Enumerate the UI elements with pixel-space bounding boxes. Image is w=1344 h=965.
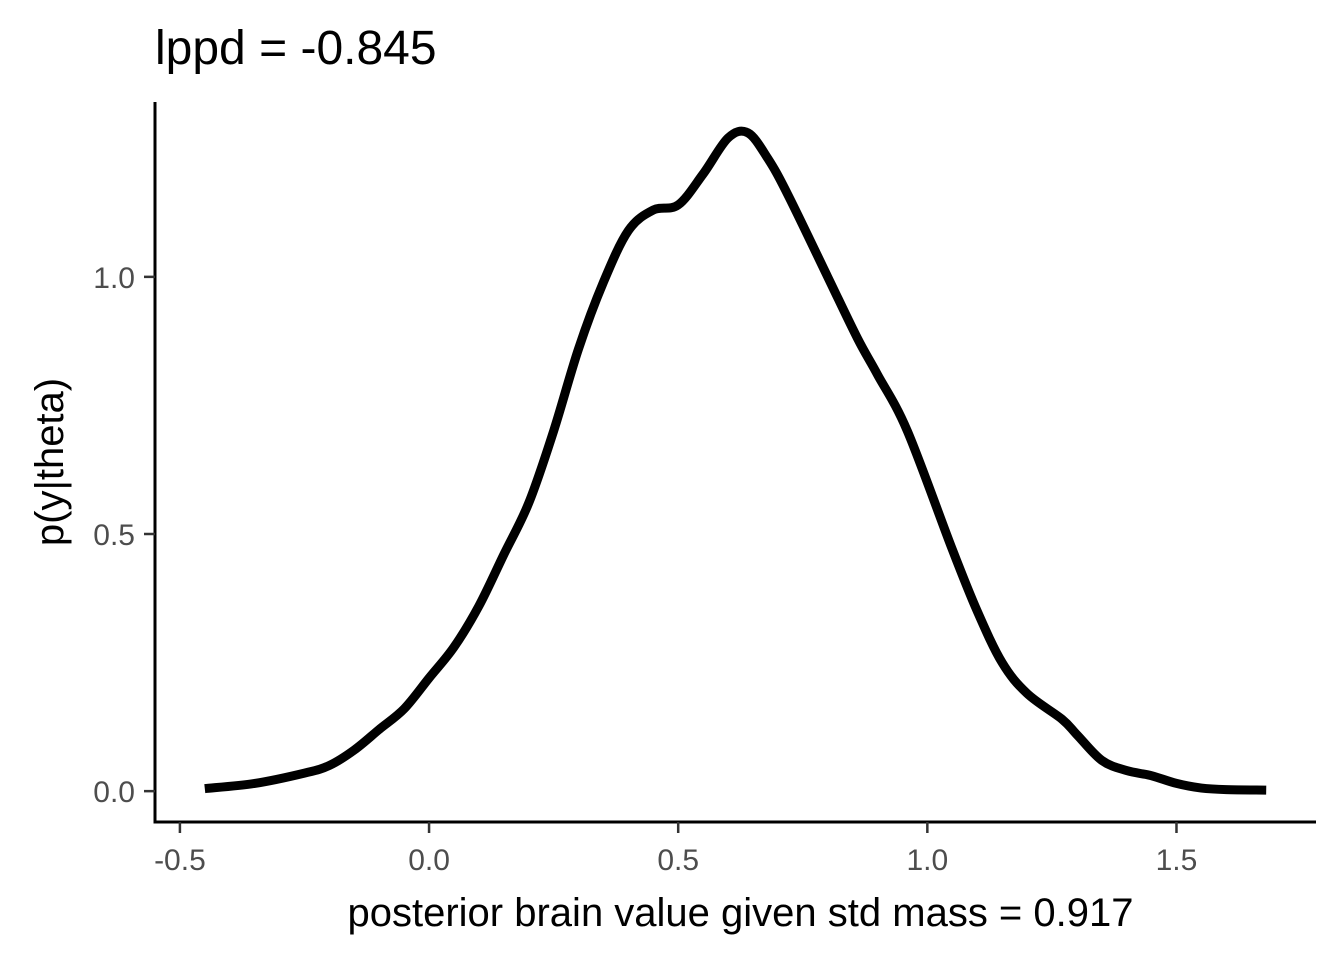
chart-title: lppd = -0.845: [155, 22, 437, 75]
x-axis-ticks: -0.5 0.0 0.5 1.0 1.5: [154, 822, 1197, 877]
x-axis-title: posterior brain value given std mass = 0…: [348, 891, 1134, 935]
x-tick-label: 0.5: [657, 844, 699, 877]
x-tick-label: -0.5: [154, 844, 206, 877]
y-axis-ticks: 0.0 0.5 1.0: [93, 262, 155, 809]
y-axis-title: p(y|theta): [28, 378, 72, 546]
y-tick-label: 1.0: [93, 262, 135, 295]
y-tick-label: 0.0: [93, 776, 135, 809]
density-line: [204, 126, 1267, 795]
plot-area: [204, 126, 1267, 795]
x-tick-label: 1.5: [1156, 844, 1198, 877]
x-tick-label: 1.0: [906, 844, 948, 877]
y-tick-label: 0.5: [93, 519, 135, 552]
x-tick-label: 0.0: [408, 844, 450, 877]
